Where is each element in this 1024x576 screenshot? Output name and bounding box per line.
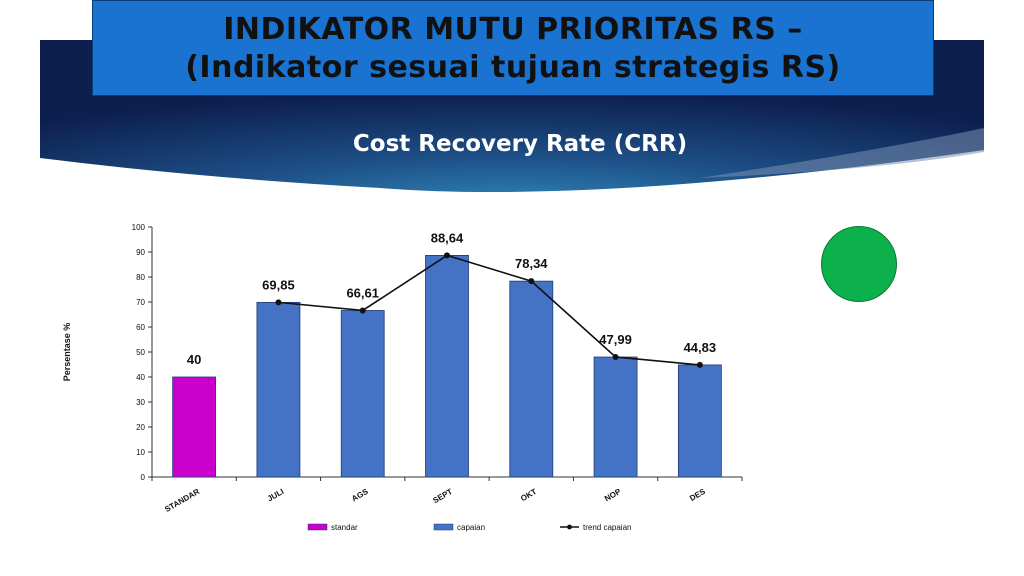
bar-capaian — [509, 280, 554, 478]
bar-capaian — [256, 301, 301, 478]
bar-capaian — [593, 356, 638, 478]
data-label: 88,64 — [431, 230, 464, 245]
data-label: 78,34 — [515, 256, 548, 271]
x-tick-label: JULI — [266, 487, 286, 503]
legend-label: capaian — [457, 523, 485, 532]
bar-capaian — [425, 254, 469, 478]
y-tick-label: 60 — [136, 323, 145, 332]
data-label: 69,85 — [262, 277, 295, 292]
title-box: INDIKATOR MUTU PRIORITAS RS – (Indikator… — [92, 0, 934, 96]
x-tick-label: OKT — [519, 487, 538, 503]
y-tick-label: 70 — [136, 298, 145, 307]
trend-point — [528, 278, 535, 285]
x-tick-label: STANDAR — [163, 487, 201, 514]
data-label: 44,83 — [684, 340, 717, 355]
bar-capaian — [677, 364, 722, 478]
legend-swatch — [307, 523, 328, 531]
legend-label: trend capaian — [583, 523, 631, 532]
y-tick-label: 10 — [136, 448, 145, 457]
page-title-line2: (Indikator sesuai tujuan strategis RS) — [185, 50, 841, 85]
bar-capaian — [340, 310, 385, 478]
y-tick-label: 40 — [136, 373, 145, 382]
legend-swatch — [433, 523, 454, 531]
chart-title: Cost Recovery Rate (CRR) — [352, 131, 688, 157]
y-tick-label: 30 — [136, 398, 145, 407]
y-tick-label: 90 — [136, 248, 145, 257]
y-tick-label: 0 — [141, 473, 146, 482]
trend-point — [275, 299, 282, 306]
trend-point — [612, 354, 619, 361]
y-tick-label: 80 — [136, 273, 145, 282]
data-label: 66,61 — [346, 285, 379, 300]
trend-point — [696, 361, 703, 368]
trend-point — [444, 252, 450, 259]
y-tick-label: 100 — [132, 223, 146, 232]
y-tick-label: 20 — [136, 423, 145, 432]
legend-marker — [567, 524, 572, 530]
trend-line — [278, 254, 700, 366]
legend-label: standar — [331, 523, 358, 532]
data-label: 47,99 — [599, 332, 632, 347]
data-label: 40 — [187, 352, 201, 367]
x-tick-label: NOP — [603, 487, 623, 504]
trend-point — [359, 307, 366, 314]
x-tick-label: SEPT — [431, 487, 454, 505]
x-tick-label: AGS — [350, 487, 370, 504]
y-tick-label: 50 — [136, 348, 145, 357]
page-title: INDIKATOR MUTU PRIORITAS RS – — [223, 12, 803, 47]
y-axis-label: Persentase % — [62, 323, 72, 382]
status-indicator-circle — [821, 226, 897, 302]
x-tick-label: DES — [688, 487, 707, 503]
bar-standar — [172, 376, 217, 478]
